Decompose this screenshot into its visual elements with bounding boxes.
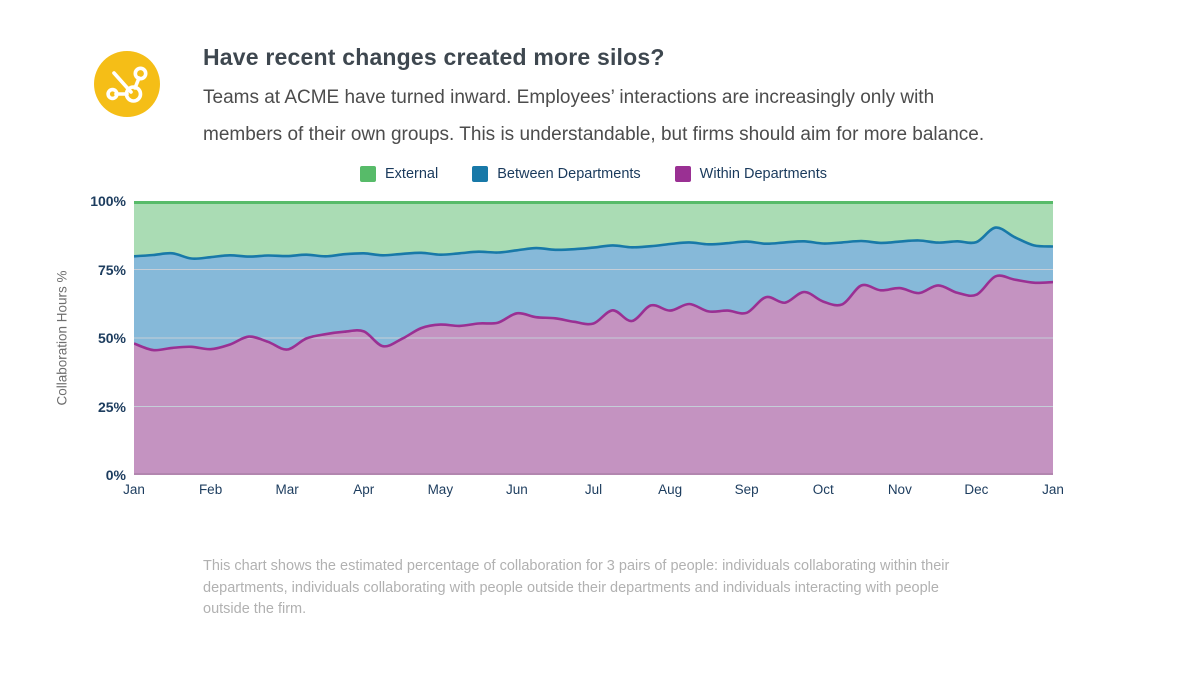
legend-label: External: [385, 166, 439, 182]
between-departments-line: [134, 226, 1053, 260]
chart-footnote: This chart shows the estimated percentag…: [203, 558, 950, 617]
y-tick-50: 50%: [97, 330, 126, 346]
page-subtitle: Teams at ACME have turned inward. Employ…: [203, 87, 985, 145]
within-departments-line: [134, 274, 1053, 352]
legend-item-within-departments[interactable]: Within Departments: [674, 166, 827, 182]
legend-swatch: [472, 166, 489, 182]
chart-legend: External Between Departments Within Depart…: [134, 162, 1053, 186]
x-tick-5-jun: Jun: [506, 482, 528, 497]
y-tick-0: 0%: [105, 467, 126, 483]
plot-svg: [134, 201, 1053, 475]
x-tick-3-apr: Apr: [353, 482, 375, 497]
legend-swatch: [360, 166, 376, 182]
x-tick-6-jul: Jul: [584, 482, 603, 497]
x-tick-7-aug: Aug: [658, 482, 683, 497]
x-tick-2-mar: Mar: [275, 482, 299, 497]
x-tick-4-may: May: [427, 482, 454, 497]
y-tick-75: 75%: [97, 261, 126, 278]
y-tick-100: 100%: [90, 193, 126, 209]
page-title: Have recent changes created more silos?: [203, 44, 665, 70]
legend-item-external[interactable]: External: [360, 166, 438, 182]
area-within-departments: [134, 275, 1053, 475]
x-tick-11-dec: Dec: [964, 482, 989, 497]
y-tick-25: 25%: [97, 398, 126, 415]
legend-swatch: [674, 166, 691, 182]
x-tick-1-feb: Feb: [198, 482, 223, 497]
legend-label: Within Departments: [699, 166, 827, 182]
x-tick-10-nov: Nov: [887, 482, 912, 497]
x-tick-9-oct: Oct: [812, 482, 834, 497]
x-tick-12-jan: Jan: [1042, 482, 1064, 497]
x-tick-0-jan: Jan: [123, 482, 145, 497]
legend-item-between-departments[interactable]: Between Departments: [472, 166, 641, 182]
x-tick-8-sep: Sep: [734, 482, 759, 497]
stacked-area-chart: [134, 201, 1053, 475]
network-icon: [94, 51, 160, 117]
legend-label: Between Departments: [497, 166, 641, 182]
